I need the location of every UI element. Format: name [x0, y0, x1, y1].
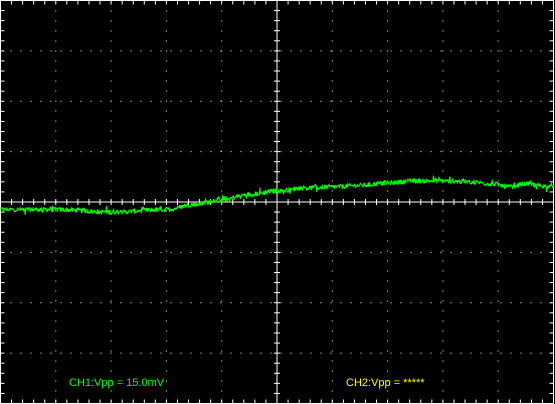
trace-area [0, 175, 555, 216]
ch1-trace [0, 175, 555, 216]
ch2-vpp-readout: CH2:Vpp = ***** [346, 377, 425, 389]
ch1-vpp-readout: CH1:Vpp = 15.0mV [69, 377, 165, 389]
